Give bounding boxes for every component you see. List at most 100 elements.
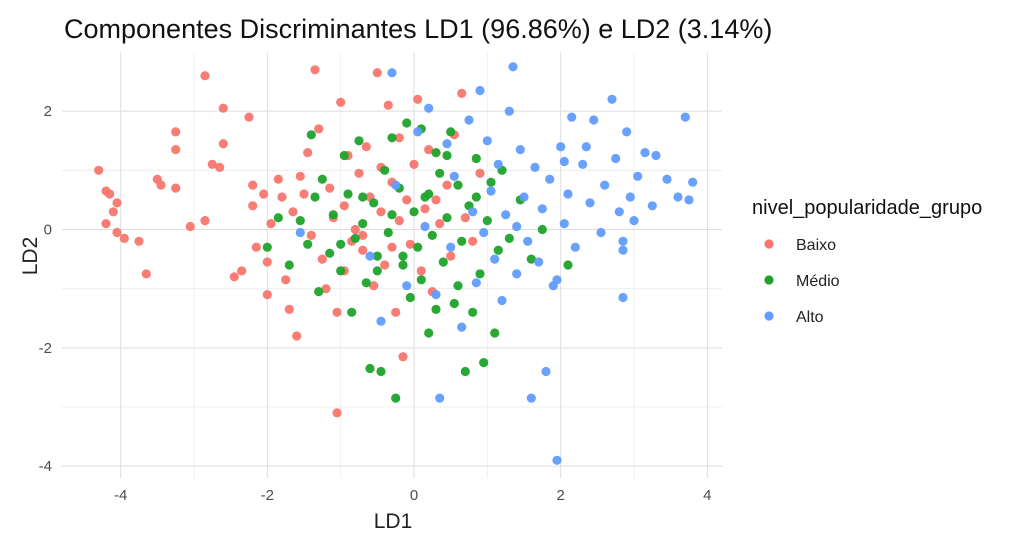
legend-key-baixo — [764, 239, 774, 249]
y-tick-label: 2 — [44, 103, 52, 120]
data-point — [376, 316, 386, 326]
data-point — [468, 236, 478, 246]
data-point — [640, 148, 650, 158]
data-point — [372, 68, 382, 78]
legend: nivel_popularidade_grupo Baixo Médio Alto — [752, 197, 982, 326]
data-point — [284, 260, 294, 270]
data-point — [215, 162, 225, 172]
data-point — [424, 328, 434, 338]
legend-label: Médio — [796, 273, 840, 290]
data-point — [600, 180, 610, 190]
data-point — [292, 331, 302, 341]
data-point — [317, 254, 327, 264]
data-point — [541, 366, 551, 377]
data-point — [413, 127, 423, 137]
data-point — [248, 180, 258, 190]
data-point — [306, 130, 316, 140]
data-point — [563, 260, 573, 270]
y-tick-label: -2 — [39, 340, 52, 357]
data-point — [244, 112, 254, 122]
data-point — [303, 239, 313, 249]
data-point — [262, 242, 272, 252]
data-point — [611, 153, 621, 164]
data-point — [310, 192, 320, 202]
data-point — [442, 150, 452, 161]
data-point — [108, 207, 118, 217]
data-point — [185, 221, 195, 232]
data-point — [446, 127, 456, 137]
data-point — [325, 248, 335, 258]
data-point — [534, 257, 544, 267]
data-point — [512, 221, 522, 232]
data-point — [526, 254, 536, 264]
data-point — [486, 186, 496, 196]
data-point — [424, 189, 434, 199]
data-point — [112, 198, 122, 208]
data-point — [435, 219, 445, 229]
data-point — [585, 198, 595, 208]
data-point — [251, 242, 261, 252]
data-point — [402, 195, 412, 205]
series-alto — [295, 62, 698, 465]
data-point — [402, 118, 412, 128]
data-point — [449, 298, 459, 309]
data-point — [457, 322, 467, 332]
data-point — [625, 192, 635, 202]
data-points — [94, 62, 698, 465]
data-point — [339, 150, 349, 161]
x-tick-label: 0 — [410, 487, 418, 504]
data-point — [497, 295, 507, 306]
data-point — [336, 266, 346, 276]
data-point — [405, 292, 415, 303]
data-point — [281, 275, 291, 285]
data-point — [490, 328, 500, 338]
data-point — [336, 239, 346, 249]
tick-labels: -4 -2 0 2 4 -4 -2 0 2 — [39, 103, 712, 504]
data-point — [391, 180, 401, 190]
data-point — [420, 204, 430, 214]
data-point — [596, 227, 606, 238]
data-point — [438, 257, 448, 267]
data-point — [101, 219, 111, 229]
data-point — [519, 192, 529, 202]
data-point — [398, 251, 408, 261]
data-point — [273, 174, 283, 184]
data-point — [570, 242, 580, 252]
data-point — [317, 174, 327, 184]
data-point — [273, 213, 283, 223]
series-baixo — [94, 65, 485, 418]
data-point — [523, 236, 533, 246]
data-point — [372, 251, 382, 261]
data-point — [501, 210, 511, 220]
data-point — [537, 204, 547, 214]
data-point — [446, 251, 456, 261]
data-point — [589, 115, 599, 125]
data-point — [442, 180, 452, 190]
data-point — [262, 290, 272, 300]
data-point — [218, 103, 228, 113]
data-point — [295, 216, 305, 226]
data-point — [684, 195, 694, 205]
data-point — [361, 278, 371, 288]
data-point — [647, 201, 657, 211]
data-point — [398, 260, 408, 270]
data-point — [171, 127, 181, 137]
data-point — [398, 352, 408, 362]
data-point — [493, 245, 503, 255]
data-point — [633, 171, 643, 181]
x-tick-label: -4 — [114, 487, 127, 504]
data-point — [618, 292, 628, 303]
data-point — [431, 148, 441, 158]
data-point — [314, 124, 324, 134]
data-point — [526, 393, 536, 403]
data-point — [559, 219, 569, 229]
data-point — [435, 168, 445, 178]
data-point — [493, 159, 503, 169]
data-point — [372, 266, 382, 276]
data-point — [94, 165, 104, 175]
data-point — [350, 233, 360, 243]
data-point — [339, 201, 349, 211]
data-point — [376, 207, 386, 217]
data-point — [361, 142, 371, 152]
data-point — [629, 216, 639, 226]
